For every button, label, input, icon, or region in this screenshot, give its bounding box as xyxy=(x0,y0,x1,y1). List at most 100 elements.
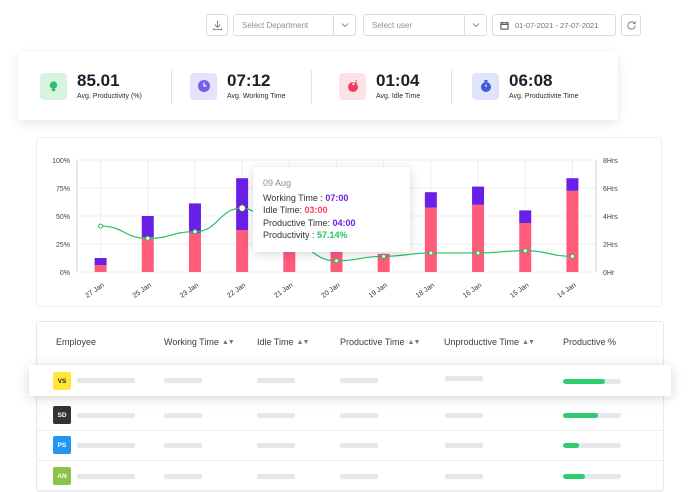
download-button[interactable] xyxy=(206,14,228,36)
bar-unproductive xyxy=(424,192,437,208)
user-select[interactable]: Select user xyxy=(363,14,487,36)
placeholder-text xyxy=(445,443,483,448)
tooltip-productivity-value: 57.14% xyxy=(317,230,348,240)
productivity-point xyxy=(145,235,151,241)
sort-icon: ▲▼ xyxy=(221,338,235,346)
placeholder-text xyxy=(164,413,202,418)
user-select-text: Select user xyxy=(372,20,413,30)
bar-productive xyxy=(283,246,296,272)
col-productive-pct[interactable]: Productive % xyxy=(563,337,616,347)
chevron-down-icon xyxy=(333,15,355,35)
col-employee-label: Employee xyxy=(56,337,97,347)
row-divider xyxy=(37,430,663,431)
productive-progress-bar xyxy=(563,379,621,384)
col-productive-time-label: Productive Time xyxy=(340,337,405,347)
department-select[interactable]: Select Department xyxy=(233,14,356,36)
calendar-icon xyxy=(500,21,509,30)
col-working-time[interactable]: Working Time ▲▼ xyxy=(164,337,235,347)
productivity-point xyxy=(428,250,434,256)
x-tick-label: 16 Jan xyxy=(462,282,483,300)
y-right-tick-label: 0Hr xyxy=(603,270,615,277)
productive-progress-bar xyxy=(563,413,621,418)
bar-productive xyxy=(141,237,154,272)
table-row[interactable]: PS xyxy=(37,429,663,460)
employee-table: Employee Working Time ▲▼ Idle Time ▲▼ Prod… xyxy=(29,321,671,492)
bar-unproductive xyxy=(94,258,107,265)
stat-value: 01:04 xyxy=(376,71,420,90)
x-tick-label: 18 Jan xyxy=(415,282,436,300)
bar-unproductive xyxy=(472,186,485,205)
y-right-tick-label: 6Hrs xyxy=(603,186,618,193)
refresh-icon xyxy=(626,20,636,30)
y-left-tick-label: 75% xyxy=(56,186,70,193)
y-right-tick-label: 2Hrs xyxy=(603,242,618,249)
date-range-picker[interactable]: 01-07-2021 - 27-07-2021 xyxy=(492,14,616,36)
col-unproductive-time-label: Unproductive Time xyxy=(444,337,520,347)
divider xyxy=(311,70,312,104)
summary-stats-card: 85.01 Avg. Productivity (%) 07:12 Avg. W… xyxy=(18,52,618,120)
stat-value: 07:12 xyxy=(227,71,271,90)
y-left-tick-label: 100% xyxy=(52,158,70,165)
placeholder-text xyxy=(164,474,202,479)
bar-productive xyxy=(424,207,437,272)
table-row[interactable]: SD xyxy=(37,399,663,430)
clock-icon xyxy=(190,72,217,100)
col-productive-pct-label: Productive % xyxy=(563,337,617,347)
tooltip-productive-value: 04:00 xyxy=(332,217,356,228)
placeholder-text xyxy=(340,474,378,479)
placeholder-text xyxy=(77,443,135,448)
progress-fill xyxy=(563,474,586,479)
y-left-tick-label: 25% xyxy=(56,242,70,249)
col-productive-time[interactable]: Productive Time ▲▼ xyxy=(340,337,421,347)
sort-icon: ▲▼ xyxy=(296,338,310,346)
bar-productive xyxy=(566,190,579,272)
placeholder-text xyxy=(340,443,378,448)
date-range-text: 01-07-2021 - 27-07-2021 xyxy=(515,20,599,30)
stat-label: Avg. Idle Time xyxy=(376,93,421,100)
bar-productive xyxy=(188,232,201,272)
sort-icon: ▲▼ xyxy=(407,338,421,346)
avatar: SD xyxy=(53,406,71,424)
x-tick-label: 25 Jan xyxy=(132,282,153,300)
productivity-point xyxy=(381,253,387,259)
productivity-point xyxy=(192,229,198,235)
table-row[interactable]: VS xyxy=(29,365,671,396)
placeholder-text xyxy=(77,378,135,383)
x-tick-label: 19 Jan xyxy=(368,282,389,300)
refresh-button[interactable] xyxy=(621,14,641,36)
productivity-chart: 0% 0Hr 25% 2Hrs 50% 4Hrs 75% 6Hrs 100% 8Hrs 27 Jan… xyxy=(52,158,618,300)
col-idle-time[interactable]: Idle Time ▲▼ xyxy=(257,337,310,347)
x-tick-label: 23 Jan xyxy=(179,282,200,300)
placeholder-text xyxy=(257,474,295,479)
placeholder-text xyxy=(257,378,295,383)
placeholder-text xyxy=(257,413,295,418)
y-left-tick-label: 50% xyxy=(56,214,70,221)
tooltip-productive-label: Productive Time: xyxy=(263,217,333,228)
x-tick-label: 15 Jan xyxy=(509,282,530,300)
productivity-point xyxy=(475,250,481,256)
table-row[interactable]: AN xyxy=(37,460,663,491)
download-icon xyxy=(212,20,222,30)
stat-label: Avg. Productivity (%) xyxy=(77,93,142,100)
tooltip-productivity-label: Productivity : xyxy=(263,230,318,240)
placeholder-text xyxy=(445,376,483,381)
col-unproductive-time[interactable]: Unproductive Time ▲▼ xyxy=(444,337,535,347)
chart-tooltip: 09 Aug Working Time : 07:00 Idle Time: 0… xyxy=(253,167,410,252)
col-employee[interactable]: Employee xyxy=(56,337,96,347)
tooltip-date: 09 Aug xyxy=(263,178,292,188)
col-idle-time-label: Idle Time xyxy=(257,337,294,347)
stat-value: 06:08 xyxy=(509,71,553,90)
productivity-point xyxy=(334,258,339,264)
bulb-icon xyxy=(40,72,67,100)
placeholder-text xyxy=(257,443,295,448)
tooltip-idle-value: 03:00 xyxy=(304,205,328,215)
placeholder-text xyxy=(445,474,483,479)
productive-progress-bar xyxy=(563,443,621,448)
x-tick-label: 21 Jan xyxy=(273,282,294,300)
bar-productive xyxy=(236,230,249,272)
tooltip-idle-label: Idle Time: xyxy=(263,205,305,215)
bar-unproductive xyxy=(141,216,154,237)
y-right-tick-label: 4Hrs xyxy=(603,214,618,221)
